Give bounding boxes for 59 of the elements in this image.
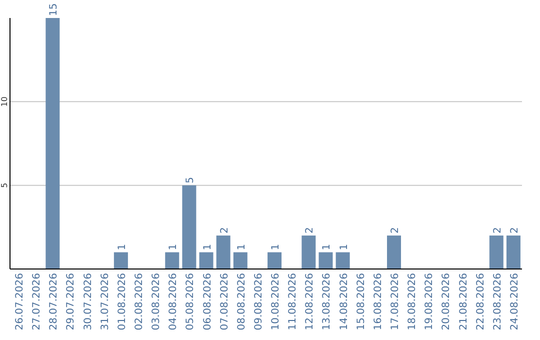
bar (114, 252, 128, 269)
data-label: 15 (48, 3, 60, 16)
x-tick-label: 31.07.2026 (100, 273, 111, 330)
x-tick-label: 03.08.2026 (151, 273, 162, 330)
data-label: 1 (116, 244, 128, 250)
x-tick-label: 22.08.2026 (475, 273, 486, 330)
x-tick-label: 29.07.2026 (66, 273, 77, 330)
x-tick-label: 26.07.2026 (14, 273, 26, 330)
bar (199, 252, 214, 269)
data-label: 2 (304, 227, 316, 234)
x-tick-label: 28.07.2026 (48, 273, 60, 330)
data-label: 5 (185, 176, 196, 184)
x-tick-label: 01.08.2026 (116, 273, 128, 330)
bar (46, 18, 60, 269)
data-label: 2 (509, 227, 520, 234)
x-tick-label: 10.08.2026 (270, 273, 282, 330)
x-tick-label: 11.08.2026 (288, 273, 299, 330)
data-label: 1 (168, 244, 180, 250)
x-tick-label: 21.08.2026 (458, 273, 470, 330)
bar (233, 252, 248, 269)
x-tick-label: 19.08.2026 (424, 273, 436, 330)
bar (165, 252, 180, 269)
data-label: 1 (236, 244, 248, 250)
bar (268, 252, 282, 269)
bar (182, 185, 196, 269)
x-tick-label: 16.08.2026 (372, 273, 384, 330)
x-tick-label: 06.08.2026 (202, 273, 214, 330)
x-tick-label: 15.08.2026 (356, 273, 367, 330)
data-label: 2 (492, 227, 504, 234)
data-label: 1 (270, 244, 282, 250)
x-tick-label: 20.08.2026 (441, 273, 452, 330)
x-tick-label: 23.08.2026 (492, 273, 504, 330)
x-tick-label: 30.07.2026 (82, 273, 94, 330)
x-tick-label: 08.08.2026 (236, 273, 248, 330)
bar (216, 236, 230, 269)
data-label: 2 (219, 227, 230, 234)
bar (302, 236, 316, 269)
bar (387, 236, 401, 269)
x-tick-label: 05.08.2026 (185, 273, 196, 330)
y-tick-label: 10 (0, 96, 9, 107)
x-tick-label: 09.08.2026 (253, 273, 264, 330)
x-tick-label: 13.08.2026 (322, 273, 333, 330)
data-label: 1 (322, 244, 333, 250)
x-tick-label: 24.08.2026 (509, 273, 520, 330)
data-label: 1 (202, 244, 214, 250)
bar (489, 236, 504, 269)
x-tick-label: 27.07.2026 (32, 273, 43, 330)
x-tick-label: 12.08.2026 (304, 273, 316, 330)
x-tick-label: 14.08.2026 (338, 273, 350, 330)
x-tick-label: 07.08.2026 (219, 273, 230, 330)
data-label: 1 (338, 244, 350, 250)
bar (336, 252, 350, 269)
x-tick-label: 04.08.2026 (168, 273, 180, 330)
bar (318, 252, 333, 269)
x-tick-label: 17.08.2026 (390, 273, 401, 330)
data-label: 2 (390, 227, 401, 234)
x-tick-label: 18.08.2026 (407, 273, 418, 330)
bar (506, 236, 520, 269)
x-tick-label: 02.08.2026 (134, 273, 145, 330)
